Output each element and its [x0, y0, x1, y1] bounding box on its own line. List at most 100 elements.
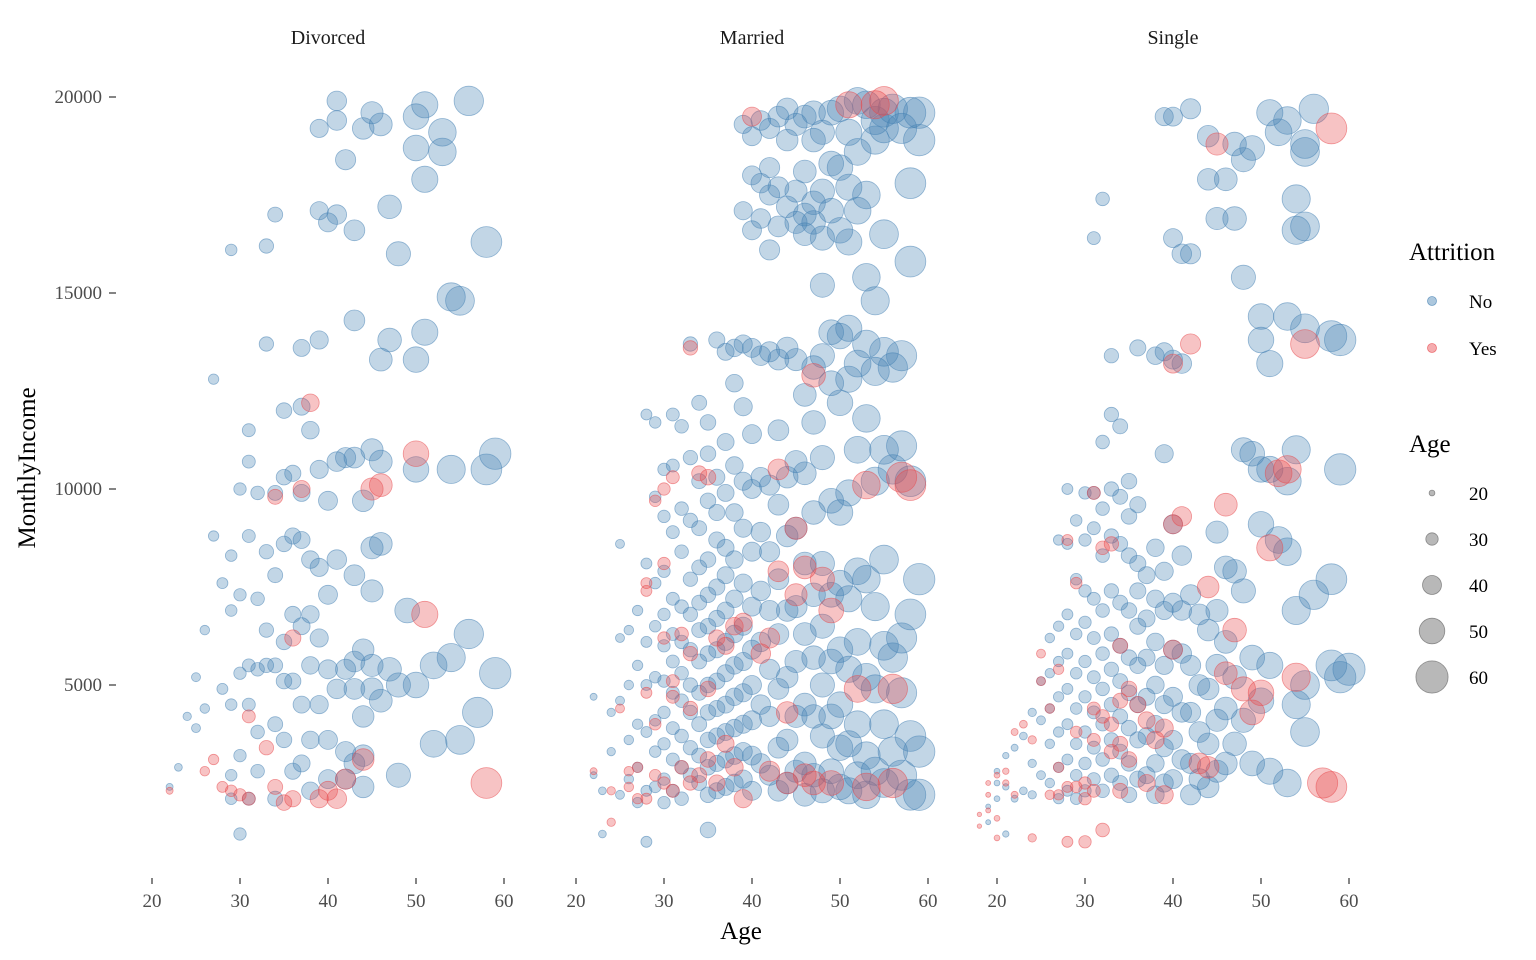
- point-attrition-no: [674, 666, 689, 681]
- point-attrition-no: [1095, 434, 1110, 450]
- point-attrition-no: [631, 659, 644, 672]
- point-attrition-yes: [1256, 534, 1284, 562]
- point-attrition-no: [385, 241, 411, 267]
- y-axis: 5000 10000 15000 20000: [55, 87, 116, 696]
- point-attrition-yes: [1112, 637, 1129, 654]
- point-attrition-no: [309, 695, 329, 715]
- point-attrition-no: [233, 666, 247, 680]
- point-attrition-no: [835, 228, 863, 256]
- point-attrition-no: [1196, 618, 1220, 642]
- point-attrition-no: [750, 521, 772, 543]
- point-attrition-no: [894, 778, 927, 811]
- point-attrition-no: [1196, 168, 1220, 191]
- point-attrition-yes: [843, 675, 872, 703]
- point-attrition-no: [894, 465, 927, 498]
- point-attrition-no: [1078, 690, 1092, 704]
- point-attrition-yes: [818, 770, 844, 796]
- point-attrition-no: [343, 219, 366, 242]
- point-attrition-no: [360, 677, 384, 701]
- point-attrition-yes: [1163, 353, 1183, 374]
- legend-size-key: [1415, 660, 1449, 694]
- x-tick-label: 30: [231, 891, 250, 912]
- point-attrition-no: [1053, 793, 1065, 805]
- point-attrition-no: [985, 803, 992, 810]
- point-attrition-no: [649, 620, 662, 633]
- point-attrition-no: [309, 330, 329, 350]
- point-attrition-no: [453, 85, 484, 117]
- y-tick-label: 20000: [55, 87, 103, 108]
- point-attrition-no: [1086, 670, 1101, 685]
- point-attrition-yes: [1095, 822, 1110, 838]
- point-attrition-no: [1146, 538, 1165, 558]
- point-attrition-no: [742, 675, 762, 695]
- point-attrition-no: [1027, 790, 1037, 800]
- point-attrition-no: [649, 576, 662, 590]
- point-attrition-no: [716, 433, 735, 451]
- point-attrition-yes: [208, 753, 220, 766]
- point-attrition-no: [1180, 98, 1202, 120]
- point-attrition-no: [1103, 583, 1120, 599]
- point-attrition-no: [1239, 440, 1265, 467]
- point-attrition-yes: [1036, 676, 1046, 686]
- point-attrition-no: [1086, 521, 1101, 536]
- x-tick-label: 60: [1340, 891, 1359, 912]
- point-attrition-no: [826, 322, 854, 350]
- point-attrition-no: [699, 445, 717, 462]
- point-attrition-no: [1315, 320, 1348, 352]
- point-attrition-no: [750, 467, 772, 488]
- point-attrition-no: [852, 263, 881, 292]
- point-attrition-yes: [1010, 728, 1019, 736]
- point-attrition-no: [665, 458, 680, 473]
- point-attrition-no: [852, 404, 881, 433]
- point-attrition-yes: [784, 516, 808, 540]
- point-attrition-yes: [241, 709, 256, 724]
- point-attrition-no: [682, 449, 699, 466]
- point-attrition-yes: [1163, 514, 1183, 535]
- point-attrition-no: [1273, 768, 1302, 798]
- point-attrition-no: [826, 389, 854, 417]
- point-attrition-no: [750, 631, 772, 653]
- point-attrition-no: [993, 779, 1001, 787]
- point-attrition-no: [708, 754, 726, 772]
- point-attrition-no: [869, 97, 899, 128]
- x-tick-label: 20: [143, 891, 162, 912]
- point-attrition-no: [1069, 737, 1083, 751]
- point-attrition-yes: [470, 767, 503, 799]
- point-attrition-no: [759, 541, 781, 563]
- point-attrition-no: [852, 663, 881, 692]
- point-attrition-no: [623, 773, 635, 785]
- point-attrition-no: [208, 373, 220, 385]
- point-attrition-no: [352, 705, 375, 728]
- point-attrition-yes: [993, 771, 1001, 779]
- legend-size-label: 60: [1469, 668, 1488, 689]
- point-attrition-no: [1146, 754, 1165, 773]
- point-attrition-no: [767, 678, 790, 700]
- point-attrition-no: [623, 679, 635, 691]
- point-attrition-no: [657, 737, 671, 751]
- point-attrition-no: [1222, 206, 1247, 231]
- legend-size-key: [1422, 575, 1442, 595]
- point-attrition-no: [767, 348, 790, 371]
- point-attrition-yes: [1053, 663, 1065, 675]
- point-attrition-yes: [869, 86, 899, 116]
- point-attrition-yes: [1222, 617, 1247, 643]
- point-attrition-no: [860, 592, 890, 622]
- point-attrition-no: [1086, 591, 1101, 606]
- point-attrition-yes: [1078, 835, 1092, 849]
- point-attrition-no: [1095, 501, 1110, 516]
- point-attrition-no: [343, 564, 366, 586]
- point-attrition-yes: [1307, 767, 1339, 799]
- y-tick-label: 15000: [55, 283, 103, 304]
- point-attrition-no: [733, 573, 753, 593]
- point-attrition-no: [1324, 323, 1357, 357]
- point-attrition-yes: [835, 91, 863, 119]
- point-attrition-yes: [1078, 792, 1092, 806]
- point-attrition-no: [894, 96, 927, 129]
- point-attrition-no: [1256, 350, 1284, 378]
- point-attrition-no: [801, 582, 826, 608]
- point-attrition-yes: [165, 786, 174, 795]
- point-attrition-yes: [993, 834, 1001, 842]
- point-attrition-yes: [682, 775, 699, 791]
- point-attrition-no: [598, 786, 607, 796]
- point-attrition-no: [1163, 769, 1183, 789]
